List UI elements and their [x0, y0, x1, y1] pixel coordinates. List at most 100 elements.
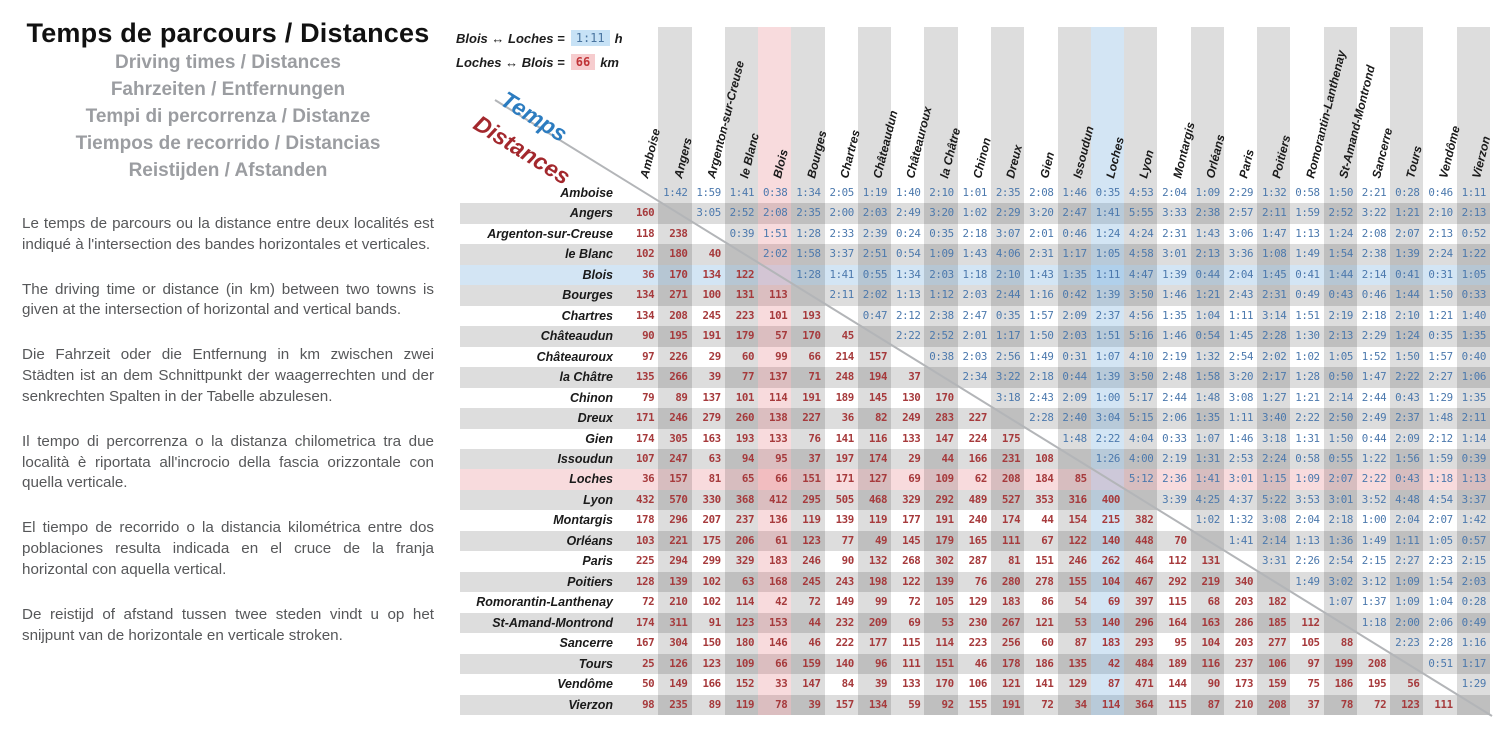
matrix-cell-St-Amand-Montrond-Montargis: 164	[1168, 615, 1187, 629]
matrix-cell-Angers-Sancerre: 3:22	[1361, 206, 1387, 220]
matrix-cell-Amboise-Châteauroux: 1:40	[896, 186, 921, 199]
matrix-cell-Argenton-sur-Creuse-Romorantin-Lanthenay: 1:13	[1295, 226, 1320, 240]
matrix-cell-Gien-Châteaudun: 116	[868, 431, 888, 445]
matrix-cell-Poitiers-Châteaudun: 198	[868, 574, 888, 588]
matrix-cell-Loches-St-Amand-Montrond: 2:07	[1328, 472, 1354, 486]
matrix-cell-Dreux-Vierzon: 2:11	[1461, 411, 1487, 425]
matrix-cell-Châteaudun-Dreux: 1:17	[995, 329, 1021, 343]
matrix-cell-Lyon-Orléans: 4:25	[1195, 492, 1220, 506]
matrix-cell-Châteauroux-Orléans: 1:32	[1195, 349, 1220, 363]
subtitle-en: Driving times / Distances	[115, 52, 341, 73]
matrix-cell-Lyon-le Blanc: 368	[735, 492, 755, 506]
matrix-cell-Issoudun-Lyon: 4:00	[1128, 452, 1154, 465]
matrix-cell-Paris-Angers: 294	[669, 554, 688, 568]
matrix-cell-Chartres-Angers: 208	[669, 308, 688, 322]
matrix-cell-Amboise-St-Amand-Montrond: 1:50	[1328, 186, 1354, 199]
matrix-cell-Amboise-Angers: 1:42	[663, 186, 688, 199]
matrix-cell-Lyon-Amboise: 432	[635, 492, 655, 506]
explanation-paragraphs: Le temps de parcours ou la distance entr…	[22, 214, 434, 646]
matrix-cell-Amboise-Argenton-sur-Creuse: 1:59	[696, 186, 721, 199]
matrix-cell-Issoudun-Angers: 247	[669, 452, 688, 465]
matrix-cell-Tours-Paris: 237	[1234, 656, 1254, 670]
matrix-cell-Argenton-sur-Creuse-Sancerre: 2:08	[1361, 226, 1387, 240]
matrix-cell-Dreux-Loches: 3:04	[1095, 411, 1121, 425]
matrix-cell-Lyon-Châteaudun: 468	[868, 492, 888, 506]
matrix-cell-Sancerre-la Châtre: 114	[935, 636, 954, 650]
matrix-cell-le Blanc-Tours: 1:39	[1395, 247, 1420, 261]
matrix-cell-la Châtre-Blois: 137	[769, 370, 788, 384]
matrix-cell-Blois-Bourges: 1:28	[796, 267, 821, 281]
matrix-cell-Chartres-le Blanc: 223	[735, 308, 755, 322]
matrix-cell-Loches-Angers: 157	[669, 472, 688, 486]
matrix-cell-la Châtre-Montargis: 2:48	[1162, 370, 1187, 384]
matrix-cell-Dreux-Lyon: 5:15	[1128, 411, 1154, 425]
matrix-cell-Gien-St-Amand-Montrond: 1:50	[1328, 431, 1354, 445]
matrix-cell-Orléans-Issoudun: 122	[1068, 533, 1087, 547]
matrix-cell-Chartres-Châteaudun: 0:47	[862, 308, 888, 322]
matrix-cell-la Châtre-Châteaudun: 194	[868, 370, 888, 384]
matrix-cell-Vierzon-Paris: 210	[1234, 697, 1254, 711]
matrix-cell-Argenton-sur-Creuse-Paris: 3:06	[1228, 226, 1254, 240]
matrix-cell-Paris-Sancerre: 2:15	[1361, 554, 1387, 568]
row-header-Chartres: Chartres	[561, 308, 613, 323]
matrix-cell-Blois-Vendôme: 0:31	[1428, 267, 1453, 281]
matrix-cell-Châteauroux-Châteaudun: 157	[868, 349, 888, 363]
matrix-cell-Romorantin-Lanthenay-Blois: 42	[775, 595, 788, 609]
matrix-cell-Angers-Châteaudun: 2:03	[862, 206, 888, 220]
matrix-cell-Romorantin-Lanthenay-Orléans: 68	[1207, 595, 1221, 609]
matrix-cell-Loches-Romorantin-Lanthenay: 1:09	[1295, 472, 1320, 486]
matrix-cell-Issoudun-Blois: 95	[775, 452, 788, 465]
matrix-cell-Châteauroux-Chartres: 214	[835, 349, 855, 363]
matrix-cell-le Blanc-Bourges: 1:58	[796, 247, 821, 261]
matrix-cell-Vierzon-Bourges: 39	[808, 697, 821, 711]
matrix-cell-Paris-Bourges: 246	[802, 554, 821, 568]
row-header-Argenton-sur-Creuse: Argenton-sur-Creuse	[487, 226, 613, 241]
matrix-cell-Orléans-Sancerre: 1:49	[1361, 533, 1387, 547]
row-header-Lyon: Lyon	[583, 492, 613, 507]
matrix-cell-Lyon-la Châtre: 292	[935, 492, 954, 506]
matrix-cell-Paris-Vierzon: 2:15	[1461, 554, 1487, 568]
matrix-cell-Loches-Issoudun: 85	[1074, 472, 1088, 486]
matrix-cell-Paris-Châteaudun: 132	[868, 554, 888, 568]
legend-time-unit: h	[614, 30, 623, 46]
matrix-cell-St-Amand-Montrond-Loches: 140	[1101, 615, 1121, 629]
matrix-cell-Angers-Loches: 1:41	[1095, 206, 1121, 220]
matrix-cell-Amboise-Loches: 0:35	[1095, 186, 1121, 199]
row-header-Chinon: Chinon	[569, 390, 613, 405]
matrix-cell-Lyon-Poitiers: 5:22	[1261, 492, 1287, 506]
matrix-cell-Poitiers-Chinon: 76	[974, 574, 988, 588]
matrix-cell-Chartres-Loches: 2:37	[1095, 308, 1121, 322]
matrix-cell-Dreux-la Châtre: 283	[935, 411, 954, 425]
matrix-cell-Argenton-sur-Creuse-le Blanc: 0:39	[729, 226, 755, 240]
matrix-cell-Issoudun-Chinon: 166	[968, 452, 988, 465]
matrix-cell-Gien-Dreux: 175	[1001, 431, 1021, 445]
matrix-cell-Montargis-Argenton-sur-Creuse: 207	[702, 513, 721, 527]
matrix-cell-Châteaudun-Issoudun: 2:03	[1062, 329, 1087, 343]
matrix-cell-Montargis-Châteaudun: 119	[868, 513, 888, 527]
matrix-cell-Poitiers-Blois: 168	[769, 574, 788, 588]
matrix-cell-Orléans-le Blanc: 206	[735, 533, 755, 547]
matrix-cell-Châteaudun-Angers: 195	[669, 329, 688, 343]
matrix-cell-Blois-Châteauroux: 1:34	[896, 267, 921, 281]
matrix-cell-Châteauroux-Montargis: 2:19	[1162, 349, 1187, 363]
matrix-cell-Angers-Lyon: 5:55	[1128, 206, 1154, 220]
matrix-cell-Bourges-Poitiers: 2:31	[1261, 288, 1287, 302]
matrix-cell-la Châtre-Issoudun: 0:44	[1062, 370, 1087, 384]
matrix-cell-le Blanc-Gien: 2:31	[1029, 247, 1054, 261]
matrix-cell-Châteauroux-Sancerre: 1:52	[1361, 349, 1387, 363]
matrix-cell-Châteaudun-Blois: 57	[775, 329, 788, 343]
matrix-cell-Châteauroux-Paris: 2:54	[1228, 349, 1254, 363]
matrix-cell-Dreux-Chartres: 36	[841, 411, 855, 425]
matrix-cell-Vendôme-Vierzon: 1:29	[1461, 677, 1487, 691]
matrix-cell-Vierzon-Angers: 235	[669, 697, 688, 711]
matrix-cell-Angers-Amboise: 160	[635, 206, 655, 220]
matrix-cell-Blois-la Châtre: 2:03	[929, 267, 954, 281]
matrix-cell-Vierzon-Amboise: 98	[642, 697, 655, 711]
matrix-cell-Châteauroux-Romorantin-Lanthenay: 1:02	[1295, 349, 1320, 363]
matrix-cell-Gien-Sancerre: 0:44	[1361, 431, 1387, 445]
matrix-cell-Montargis-Paris: 1:32	[1228, 513, 1254, 527]
matrix-cell-le Blanc-Châteaudun: 2:51	[862, 247, 888, 261]
matrix-cell-Amboise-Sancerre: 2:21	[1361, 186, 1387, 199]
matrix-cell-Montargis-Sancerre: 1:00	[1361, 513, 1387, 527]
matrix-cell-Blois-Lyon: 4:47	[1128, 267, 1154, 281]
